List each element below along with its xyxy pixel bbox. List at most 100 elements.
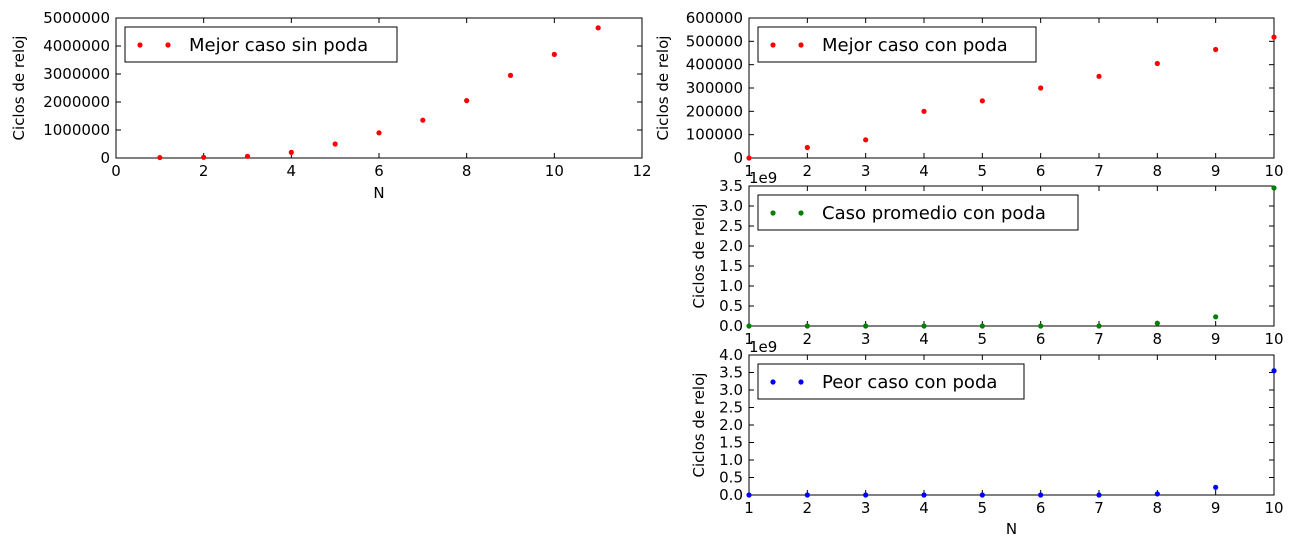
data-point <box>1213 46 1219 53</box>
data-point <box>921 492 927 498</box>
y-offset-label: 1e9 <box>749 338 777 356</box>
data-point <box>1038 85 1044 91</box>
legend-box <box>124 26 398 63</box>
y-tick-label: 2.0 <box>719 237 743 255</box>
x-tick-label: 10 <box>545 162 564 180</box>
x-tick-label: 9 <box>1211 330 1221 348</box>
chart-1: 0 2 4 6 8 10 12 0 1000000 2000000 3000000 4000000 50… <box>10 9 652 202</box>
data-point <box>244 153 251 159</box>
data-point <box>863 323 869 329</box>
x-tick-label: 10 <box>1264 499 1283 517</box>
x-tick-label: 2 <box>199 162 209 180</box>
y-tick-label: 400000 <box>686 56 743 74</box>
legend-label: Caso promedio con poda <box>822 203 1046 224</box>
x-tick-label: 4 <box>919 330 929 348</box>
x-tick-label: 4 <box>919 499 929 517</box>
x-tick-label: 9 <box>1211 162 1221 180</box>
x-tick-label: 5 <box>978 330 988 348</box>
y-tick-label: 3.5 <box>719 177 743 195</box>
data-point <box>1038 492 1044 498</box>
chart-4: 1 2 3 4 5 6 7 8 9 10 0.00.51.01.52.02.53.03.54.0 1e… <box>690 338 1284 538</box>
y-axis-label: Ciclos de reloj <box>10 36 28 141</box>
y-tick-label: 1000000 <box>43 121 110 139</box>
x-tick-label: 5 <box>978 499 988 517</box>
data-point <box>979 98 985 104</box>
legend-marker <box>770 379 776 385</box>
data-point <box>1213 484 1219 490</box>
x-tick-label: 3 <box>861 499 871 517</box>
data-point <box>979 492 985 498</box>
x-tick-label: 2 <box>803 330 813 348</box>
x-axis-label: N <box>1006 520 1017 538</box>
y-tick-label: 0.5 <box>719 297 743 315</box>
y-tick-label: 0.0 <box>719 317 743 335</box>
x-tick-label: 9 <box>1211 499 1221 517</box>
y-axis-label: Ciclos de reloj <box>690 373 708 478</box>
legend-marker <box>798 210 804 216</box>
data-point <box>1271 368 1277 374</box>
plot-frame <box>748 185 1275 327</box>
chart-2: 1 2 3 4 5 6 7 8 9 10 0 100000 200000 300000 400000 5000… <box>654 9 1284 180</box>
legend-label: Mejor caso con poda <box>822 35 1008 56</box>
data-point <box>1154 320 1160 326</box>
x-tick-label: 7 <box>1094 162 1104 180</box>
data-point <box>1154 60 1160 67</box>
x-tick-label: 3 <box>861 162 871 180</box>
legend-marker <box>165 42 171 48</box>
x-tick-label: 1 <box>744 499 754 517</box>
y-tick-label: 500000 <box>686 32 743 50</box>
chart-3: 1 2 3 4 5 6 7 8 9 10 0.0 0.5 1.0 1.5 2.0 2.5 3.0 3.5 1e9 Ci… <box>690 169 1284 348</box>
y-tick-label: 200000 <box>686 102 743 120</box>
data-point <box>863 137 869 143</box>
data-point <box>804 492 810 498</box>
data-point <box>288 149 294 155</box>
data-point <box>464 98 470 104</box>
x-tick-label: 4 <box>287 162 297 180</box>
data-point <box>420 117 426 123</box>
data-point <box>746 155 752 161</box>
x-tick-label: 12 <box>632 162 651 180</box>
y-tick-label: 1.5 <box>719 257 743 275</box>
data-point <box>921 323 927 329</box>
data-point <box>863 492 869 498</box>
y-tick-label: 100000 <box>686 126 743 144</box>
x-tick-label: 1 <box>744 330 754 348</box>
y-tick-label: 600000 <box>686 9 743 27</box>
x-tick-label: 6 <box>374 162 384 180</box>
y-tick-label: 5000000 <box>43 9 110 27</box>
y-tick-label: 0 <box>100 149 110 167</box>
x-tick-label: 2 <box>803 162 813 180</box>
x-tick-label: 10 <box>1264 162 1283 180</box>
y-tick-label: 1.5 <box>719 434 743 452</box>
legend-marker <box>770 210 776 216</box>
data-point <box>1096 492 1102 498</box>
legend-box <box>757 26 1037 63</box>
data-point <box>804 144 810 151</box>
y-offset-label: 1e9 <box>749 169 777 187</box>
legend-marker <box>137 42 143 48</box>
data-point <box>1038 323 1044 329</box>
x-tick-label: 7 <box>1094 499 1104 517</box>
y-tick-label: 3.0 <box>719 197 743 215</box>
x-tick-label: 6 <box>1036 162 1046 180</box>
y-axis-label: Ciclos de reloj <box>654 36 672 141</box>
data-point <box>376 130 382 136</box>
x-tick-label: 8 <box>1153 330 1163 348</box>
x-tick-label: 1 <box>744 162 754 180</box>
data-point <box>157 154 163 161</box>
y-tick-label: 2.5 <box>719 399 743 417</box>
data-point <box>746 323 752 329</box>
data-point <box>551 51 557 58</box>
data-point <box>921 108 927 114</box>
y-tick-label: 0.5 <box>719 469 743 487</box>
y-tick-label: 2.5 <box>719 217 743 235</box>
y-tick-label: 3.5 <box>719 364 743 382</box>
data-point <box>979 323 985 329</box>
x-tick-label: 6 <box>1036 330 1046 348</box>
x-tick-label: 5 <box>978 162 988 180</box>
x-tick-label: 2 <box>803 499 813 517</box>
data-point <box>1271 34 1277 40</box>
data-point <box>746 492 752 498</box>
data-point <box>804 323 810 329</box>
